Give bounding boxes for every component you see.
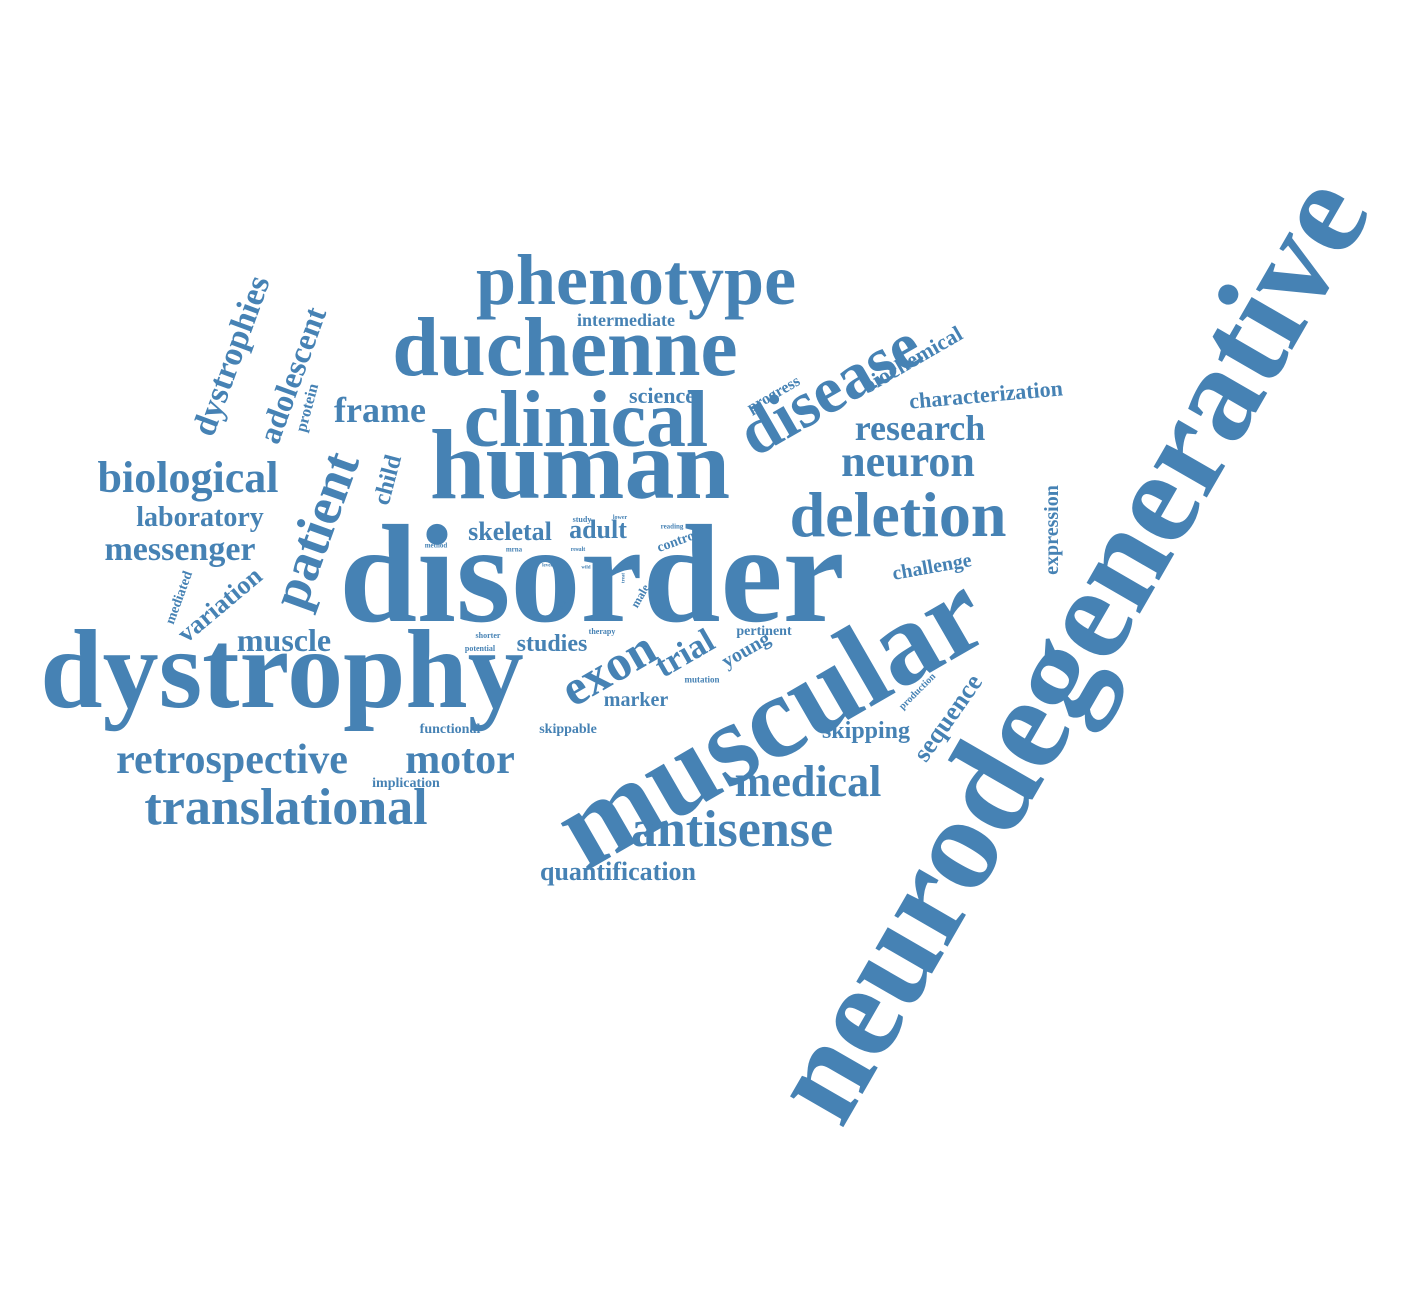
word-treat: treat: [621, 572, 627, 584]
word-expression: expression: [1041, 485, 1063, 575]
word-adolescent: adolescent: [250, 302, 334, 448]
word-reading: reading: [660, 522, 684, 531]
word-lower: lower: [612, 515, 628, 521]
word-adult: adult: [569, 515, 627, 544]
word-skippable: skippable: [539, 722, 597, 737]
word-mutation: mutation: [684, 674, 720, 685]
word-mrna: mrna: [505, 545, 523, 554]
word-wild: wild: [581, 565, 591, 571]
word-result: result: [570, 547, 586, 553]
word-studies: studies: [516, 631, 588, 657]
word-phenotype: phenotype: [475, 240, 797, 320]
word-shorter: shorter: [475, 631, 501, 640]
word-muscle: muscle: [236, 622, 332, 658]
word-retrospective: retrospective: [116, 737, 348, 783]
word-disorder: disorder: [339, 497, 845, 652]
word-medical: medical: [734, 757, 882, 806]
word-skeletal: skeletal: [468, 517, 552, 546]
word-level: level: [542, 563, 552, 569]
word-intermediate: intermediate: [577, 310, 675, 330]
word-duchenne: duchenne: [392, 301, 738, 394]
word-neuron: neuron: [841, 437, 975, 486]
word-deletion: deletion: [789, 479, 1007, 550]
word-characterization: characterization: [908, 375, 1064, 414]
word-antisense: antisense: [630, 801, 834, 858]
word-implication: implication: [372, 776, 440, 791]
word-frame: frame: [334, 390, 426, 430]
word-quantification: quantification: [539, 857, 697, 886]
word-laboratory: laboratory: [136, 502, 264, 533]
word-translational: translational: [144, 779, 428, 836]
word-clinical: clinical: [463, 376, 709, 464]
word-functional: functional: [419, 722, 481, 737]
word-science: science: [629, 383, 695, 408]
word-marker: marker: [603, 689, 669, 711]
word-biological: biological: [97, 453, 279, 502]
word-skipping: skipping: [821, 718, 911, 744]
word-therapy: therapy: [588, 627, 616, 636]
word-pertinent: pertinent: [736, 624, 792, 639]
word-research: research: [854, 408, 986, 448]
word-dystrophy: dystrophy: [40, 608, 524, 732]
word-study: study: [572, 515, 592, 524]
word-human: human: [429, 409, 731, 520]
word-method: method: [424, 541, 448, 550]
word-potential: potential: [464, 644, 496, 653]
word-messenger: messenger: [104, 531, 256, 568]
word-motor: motor: [405, 737, 515, 783]
